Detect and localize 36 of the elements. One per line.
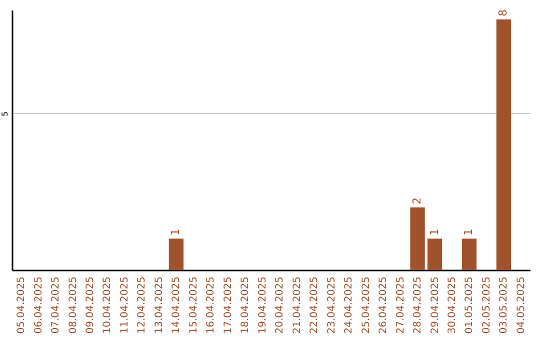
x-tick-label: 09.04.2025 bbox=[85, 276, 96, 334]
x-tick-label: 27.04.2025 bbox=[395, 276, 406, 334]
x-tick-label: 19.04.2025 bbox=[257, 276, 268, 334]
x-tick-label: 23.04.2025 bbox=[326, 276, 338, 334]
x-tick-label: 13.04.2025 bbox=[154, 276, 165, 334]
data-label: 8 bbox=[496, 9, 510, 16]
x-tick-label: 18.04.2025 bbox=[240, 276, 252, 334]
x-tick-label: 17.04.2025 bbox=[222, 276, 234, 334]
x-tick-label: 11.04.2025 bbox=[119, 276, 130, 334]
data-label: 2 bbox=[410, 197, 424, 204]
x-tick-label: 14.04.2025 bbox=[171, 276, 182, 334]
x-tick-label: 04.05.2025 bbox=[516, 276, 527, 334]
x-tick-label: 06.04.2025 bbox=[33, 276, 44, 334]
x-tick-label: 22.04.2025 bbox=[309, 276, 320, 334]
x-tick-label: 20.04.2025 bbox=[274, 276, 286, 334]
x-tick-label: 25.04.2025 bbox=[360, 276, 372, 334]
x-tick-label: 01.05.2025 bbox=[464, 276, 476, 334]
x-tick-label: 12.04.2025 bbox=[136, 276, 148, 334]
x-tick-label: 08.04.2025 bbox=[68, 276, 79, 334]
data-label: 1 bbox=[462, 228, 476, 236]
x-tick-label: 07.04.2025 bbox=[50, 276, 62, 334]
x-tick-label: 26.04.2025 bbox=[378, 276, 390, 334]
y-tick-label: 5 bbox=[0, 111, 10, 116]
x-tick-label: 03.05.2025 bbox=[498, 276, 510, 334]
x-tick-label: 30.04.2025 bbox=[447, 276, 458, 334]
x-tick-label: 16.04.2025 bbox=[206, 276, 217, 334]
x-tick-label: 05.04.2025 bbox=[16, 276, 28, 334]
x-tick-label: 21.04.2025 bbox=[292, 276, 303, 334]
x-tick-label: 15.04.2025 bbox=[188, 276, 200, 334]
x-tick-label: 29.04.2025 bbox=[430, 276, 441, 334]
x-tick-label: 24.04.2025 bbox=[344, 276, 355, 334]
x-tick-label: 02.05.2025 bbox=[481, 276, 492, 334]
x-tick-label: 10.04.2025 bbox=[102, 276, 114, 334]
x-tick-label: 28.04.2025 bbox=[412, 276, 424, 334]
data-label: 1 bbox=[169, 228, 182, 236]
data-label: 1 bbox=[428, 228, 441, 236]
